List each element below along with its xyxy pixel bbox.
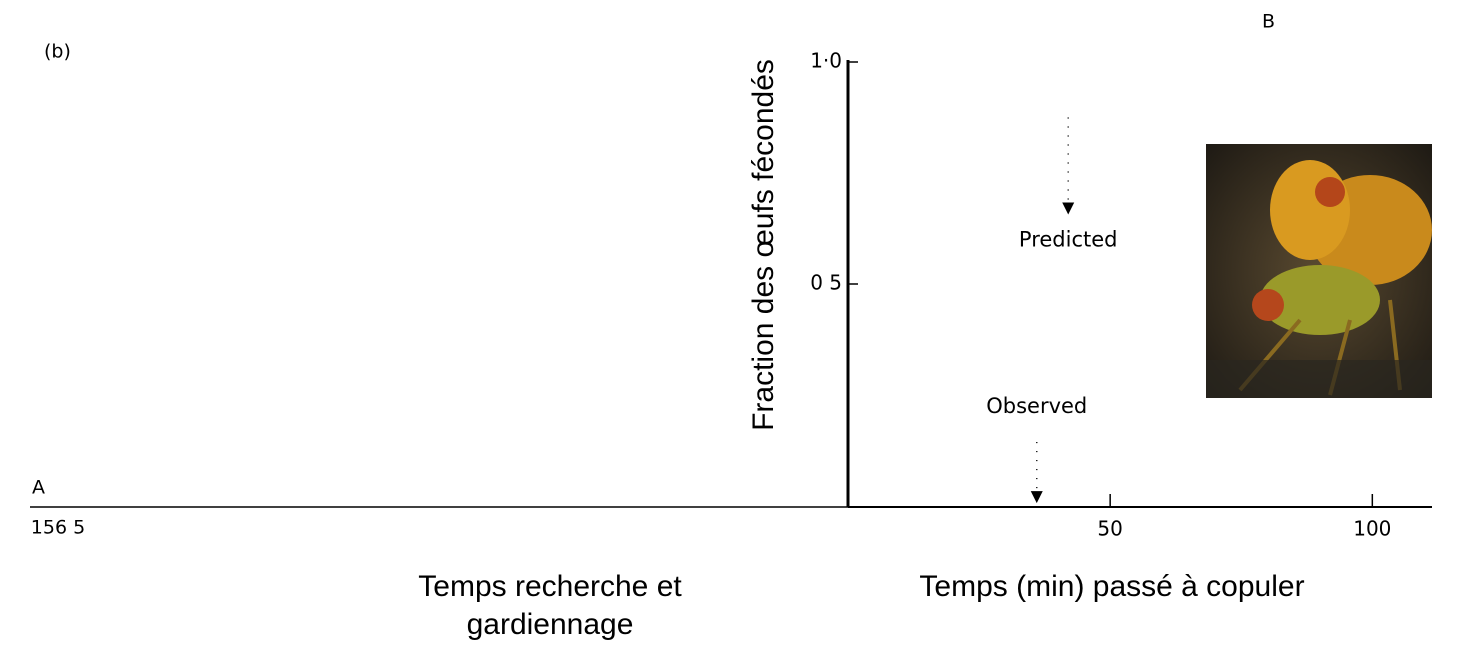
x-axis-label: Temps (min) passé à copuler	[919, 570, 1304, 603]
left-x-label: gardiennage	[467, 608, 634, 641]
left-x-label: Temps recherche et	[418, 570, 682, 603]
marker	[1062, 202, 1075, 215]
panel-label: (b)	[44, 41, 71, 63]
y-tick-label: 0 5	[810, 271, 842, 295]
left-tick-label: 156 5	[31, 517, 85, 539]
point-label: Predicted	[1019, 228, 1118, 252]
marker	[1030, 491, 1043, 504]
panel-label: B	[1262, 11, 1275, 33]
y-axis-label: Fraction des œufs fécondés	[747, 59, 780, 431]
x-tick-label: 50	[1097, 517, 1122, 541]
x-tick-label: 100	[1353, 517, 1391, 541]
point-label: Observed	[986, 394, 1087, 418]
photo	[1206, 144, 1432, 398]
y-tick-label: 1·0	[810, 49, 842, 73]
panel-label: A	[32, 477, 45, 499]
